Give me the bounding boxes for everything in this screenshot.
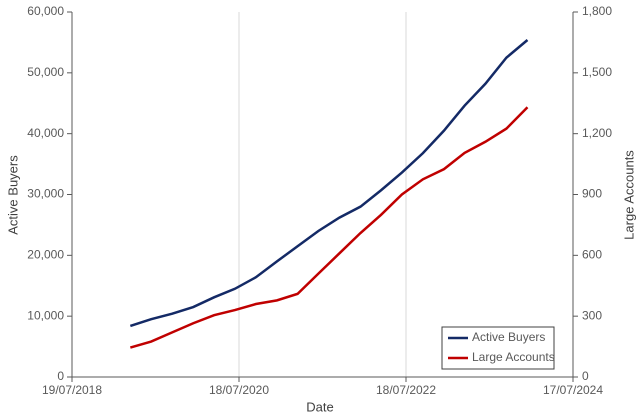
y-tick-label: 60,000 (27, 4, 64, 18)
y-tick-label: 50,000 (27, 65, 64, 79)
legend-label: Active Buyers (472, 330, 545, 344)
x-tick-label: 18/07/2022 (376, 383, 436, 397)
y2-axis-label: Large Accounts (621, 150, 636, 240)
x-tick-label: 17/07/2024 (543, 383, 603, 397)
y-axis-label: Active Buyers (5, 155, 20, 235)
y2-tick-label: 0 (582, 369, 589, 383)
y2-tick-label: 300 (582, 308, 602, 322)
y2-tick-label: 1,200 (582, 126, 612, 140)
y-tick-label: 40,000 (27, 126, 64, 140)
x-tick-label: 19/07/2018 (42, 383, 102, 397)
series-line (129, 39, 529, 328)
y2-tick-label: 1,800 (582, 4, 612, 18)
legend-box (441, 326, 555, 370)
x-axis-label: Date (306, 399, 333, 414)
y-tick-label: 30,000 (27, 187, 64, 201)
y-tick-label: 0 (57, 369, 64, 383)
legend-label: Large Accounts (472, 350, 555, 364)
x-tick-label: 18/07/2020 (209, 383, 269, 397)
y-tick-label: 20,000 (27, 248, 64, 262)
y2-tick-label: 900 (582, 187, 602, 201)
y2-tick-label: 1,500 (582, 65, 612, 79)
series-line (129, 106, 529, 349)
y-tick-label: 10,000 (27, 308, 64, 322)
y2-tick-label: 600 (582, 248, 602, 262)
